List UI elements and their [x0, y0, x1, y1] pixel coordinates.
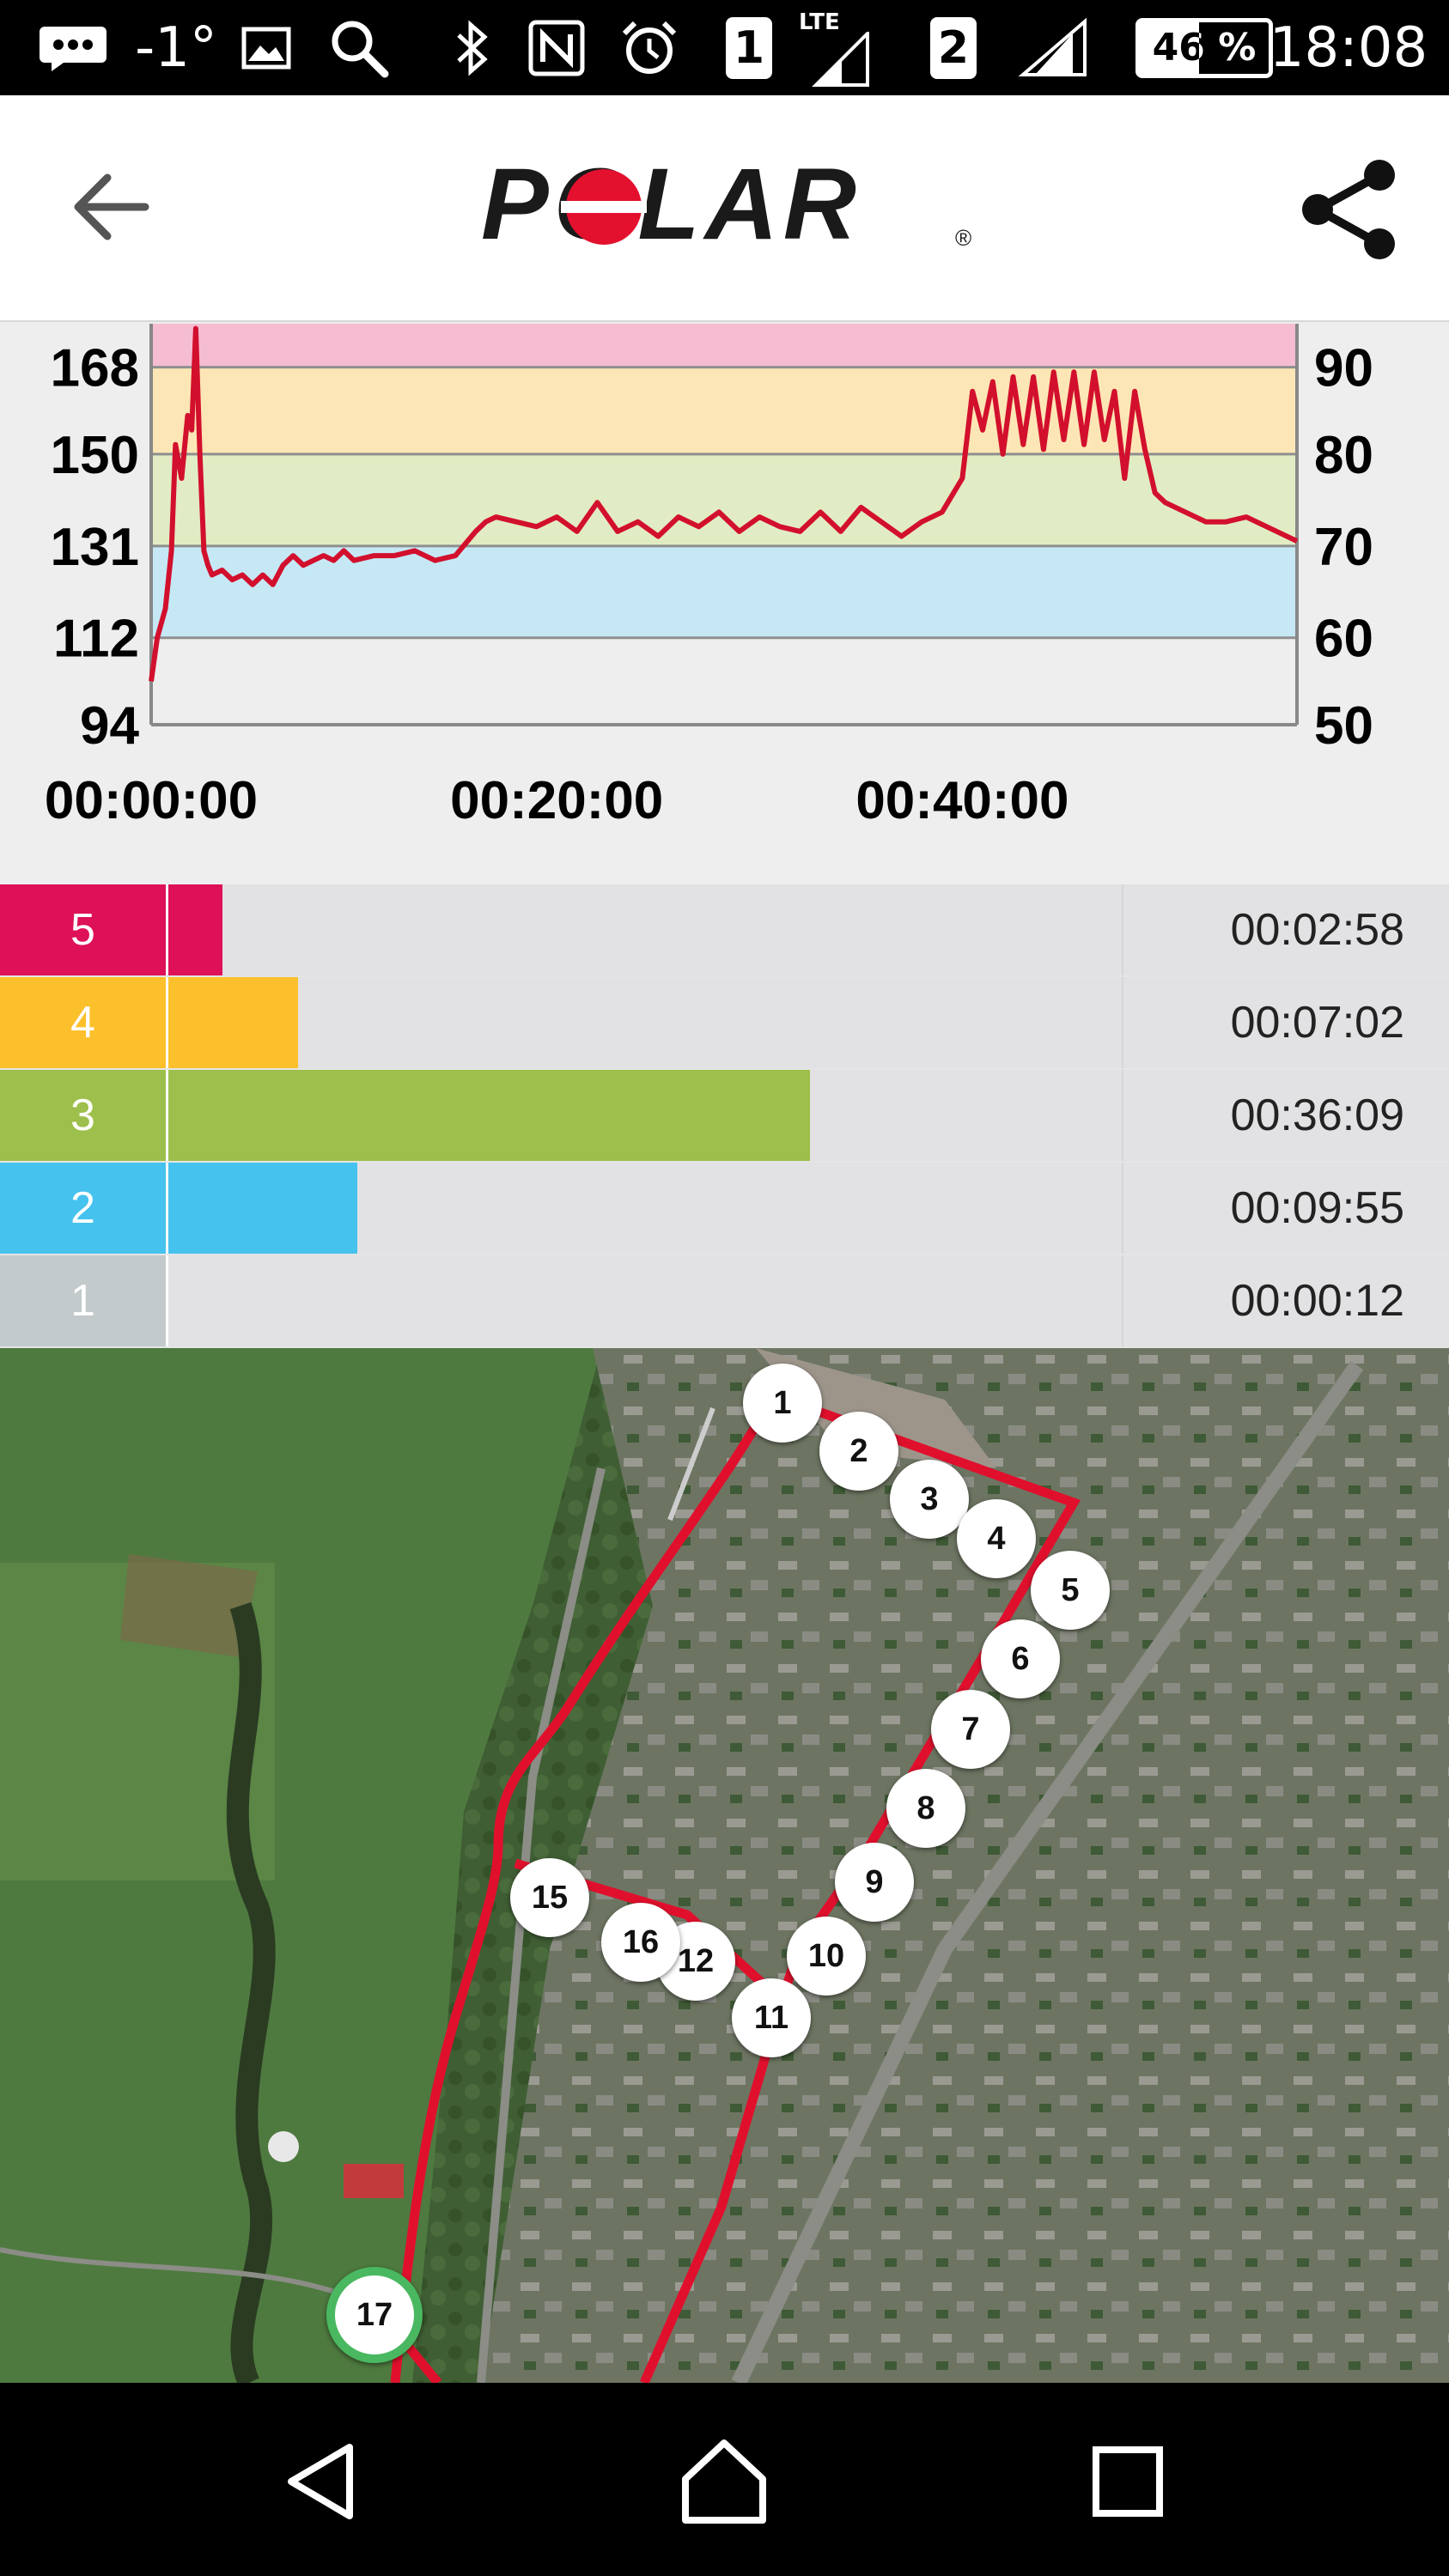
square-recent-icon — [1093, 2446, 1163, 2517]
lap-marker[interactable]: 4 — [957, 1499, 1036, 1578]
lap-marker[interactable]: 8 — [886, 1769, 965, 1848]
alarm-icon — [617, 0, 682, 95]
zone-row-5: 5 00:02:58 — [0, 884, 1449, 975]
x-tick-label: 00:00:00 — [45, 771, 258, 830]
zone-divider — [166, 1163, 168, 1254]
home-icon — [682, 2439, 766, 2524]
heart-rate-chart-svg: 168 150 131 112 94 90 80 70 60 50 00:00:00 00:20:00… — [45, 324, 1373, 830]
zone-time-value: 00:36:09 — [1230, 1091, 1404, 1140]
lap-marker-finish[interactable]: 17 — [326, 2267, 423, 2363]
lap-marker[interactable]: 10 — [787, 1917, 866, 1996]
zone-number: 1 — [0, 1255, 166, 1346]
zone-time-value: 00:07:02 — [1230, 998, 1404, 1048]
zone-row-3: 3 00:36:09 — [0, 1070, 1449, 1161]
bluetooth-icon — [447, 0, 498, 95]
zone-time-value: 00:02:58 — [1230, 905, 1404, 955]
status-bar: -1° 1 LTE 2 46 % 18:08 — [0, 0, 1449, 95]
zone-band-4 — [151, 367, 1297, 454]
back-button[interactable] — [60, 155, 163, 258]
lap-marker[interactable]: 6 — [981, 1619, 1060, 1698]
zone-divider — [166, 884, 168, 975]
lap-marker[interactable]: 7 — [931, 1690, 1010, 1769]
y-right-tick-label: 50 — [1314, 696, 1373, 756]
zone-divider — [166, 1255, 168, 1346]
zone-time-value: 00:09:55 — [1230, 1183, 1404, 1233]
lte-signal-icon: LTE — [790, 9, 876, 87]
zone-row-4: 4 00:07:02 — [0, 977, 1449, 1068]
app-header: POLAR ® — [0, 95, 1449, 322]
lap-marker[interactable]: 2 — [819, 1412, 898, 1491]
zone-row-2: 2 00:09:55 — [0, 1163, 1449, 1254]
triangle-back-icon — [288, 2444, 353, 2519]
nav-home-button[interactable] — [668, 2430, 780, 2533]
y-right-tick-label: 80 — [1314, 426, 1373, 485]
lap-marker[interactable]: 15 — [510, 1858, 589, 1937]
zone-number: 5 — [0, 884, 166, 975]
zone-row-1: 1 00:00:12 — [0, 1255, 1449, 1346]
zone-number: 4 — [0, 977, 166, 1068]
network-type-label: LTE — [799, 9, 840, 35]
zone-time-bar — [168, 977, 298, 1068]
y-right-tick-label: 90 — [1314, 339, 1373, 398]
zone-separator — [1122, 1163, 1123, 1254]
heart-rate-chart: 168 150 131 112 94 90 80 70 60 50 00:00:00 00:20:00… — [0, 324, 1449, 884]
sim2-badge: 2 — [930, 16, 977, 79]
zone-number: 2 — [0, 1163, 166, 1254]
zone-band-5 — [151, 324, 1297, 368]
lap-marker[interactable]: 11 — [732, 1978, 811, 2057]
clock-text: 18:08 — [1269, 15, 1428, 80]
cell-signal-icon — [1014, 0, 1091, 95]
search-notification-icon — [325, 0, 393, 95]
zone-time-bar — [168, 884, 222, 975]
zone-time-bar — [168, 1070, 810, 1161]
y-left-tick-label: 131 — [51, 518, 139, 577]
nfc-icon — [524, 0, 589, 95]
y-right-tick-label: 70 — [1314, 518, 1373, 577]
y-right-tick-label: 60 — [1314, 610, 1373, 669]
temperature-text: -1° — [135, 15, 217, 80]
lap-marker[interactable]: 16 — [601, 1903, 680, 1982]
y-left-tick-label: 94 — [80, 696, 139, 756]
system-nav-bar — [0, 2383, 1449, 2576]
y-left-tick-label: 150 — [51, 426, 139, 485]
satellite-map-image — [0, 1348, 1449, 2383]
route-map[interactable]: 1 2 3 4 5 6 7 8 9 10 11 12 15 16 17 — [0, 1348, 1449, 2383]
heart-rate-zone-list: 5 00:02:58 4 00:07:02 3 00:36:09 2 00:09:55 1 00:… — [0, 884, 1449, 1348]
nav-back-button[interactable] — [266, 2430, 378, 2533]
arrow-left-icon — [74, 173, 149, 240]
y-left-tick-label: 168 — [51, 339, 139, 398]
zone-separator — [1122, 884, 1123, 975]
zone-divider — [166, 977, 168, 1068]
zone-separator — [1122, 977, 1123, 1068]
share-icon — [1302, 160, 1395, 259]
zone-band-3 — [151, 453, 1297, 546]
nav-recent-apps-button[interactable] — [1072, 2430, 1184, 2533]
zone-time-value: 00:00:12 — [1230, 1276, 1404, 1326]
zone-number: 3 — [0, 1070, 166, 1161]
lap-marker[interactable]: 3 — [890, 1460, 969, 1539]
sim1-badge: 1 — [726, 16, 772, 79]
zone-time-bar — [168, 1163, 357, 1254]
zone-separator — [1122, 1255, 1123, 1346]
polar-logo: POLAR ® — [481, 148, 979, 261]
heart-rate-line — [149, 325, 1299, 682]
registered-mark: ® — [955, 225, 971, 251]
share-button[interactable] — [1288, 154, 1409, 265]
lap-marker[interactable]: 1 — [743, 1364, 822, 1443]
y-left-tick-label: 112 — [53, 610, 139, 669]
messages-notification-icon — [34, 0, 112, 95]
zone-separator — [1122, 1070, 1123, 1161]
x-tick-label: 00:20:00 — [450, 771, 663, 830]
x-tick-label: 00:40:00 — [855, 771, 1068, 830]
zone-band-2 — [151, 545, 1297, 638]
lap-marker[interactable]: 9 — [835, 1843, 914, 1922]
battery-percent-text: 46 % — [1152, 26, 1257, 70]
lap-marker[interactable]: 5 — [1031, 1551, 1110, 1630]
brand-name: POLAR — [481, 160, 861, 258]
gallery-notification-icon — [239, 0, 294, 95]
battery-indicator: 46 % — [1132, 0, 1276, 95]
zone-divider — [166, 1070, 168, 1161]
zone-band-1 — [151, 637, 1297, 725]
